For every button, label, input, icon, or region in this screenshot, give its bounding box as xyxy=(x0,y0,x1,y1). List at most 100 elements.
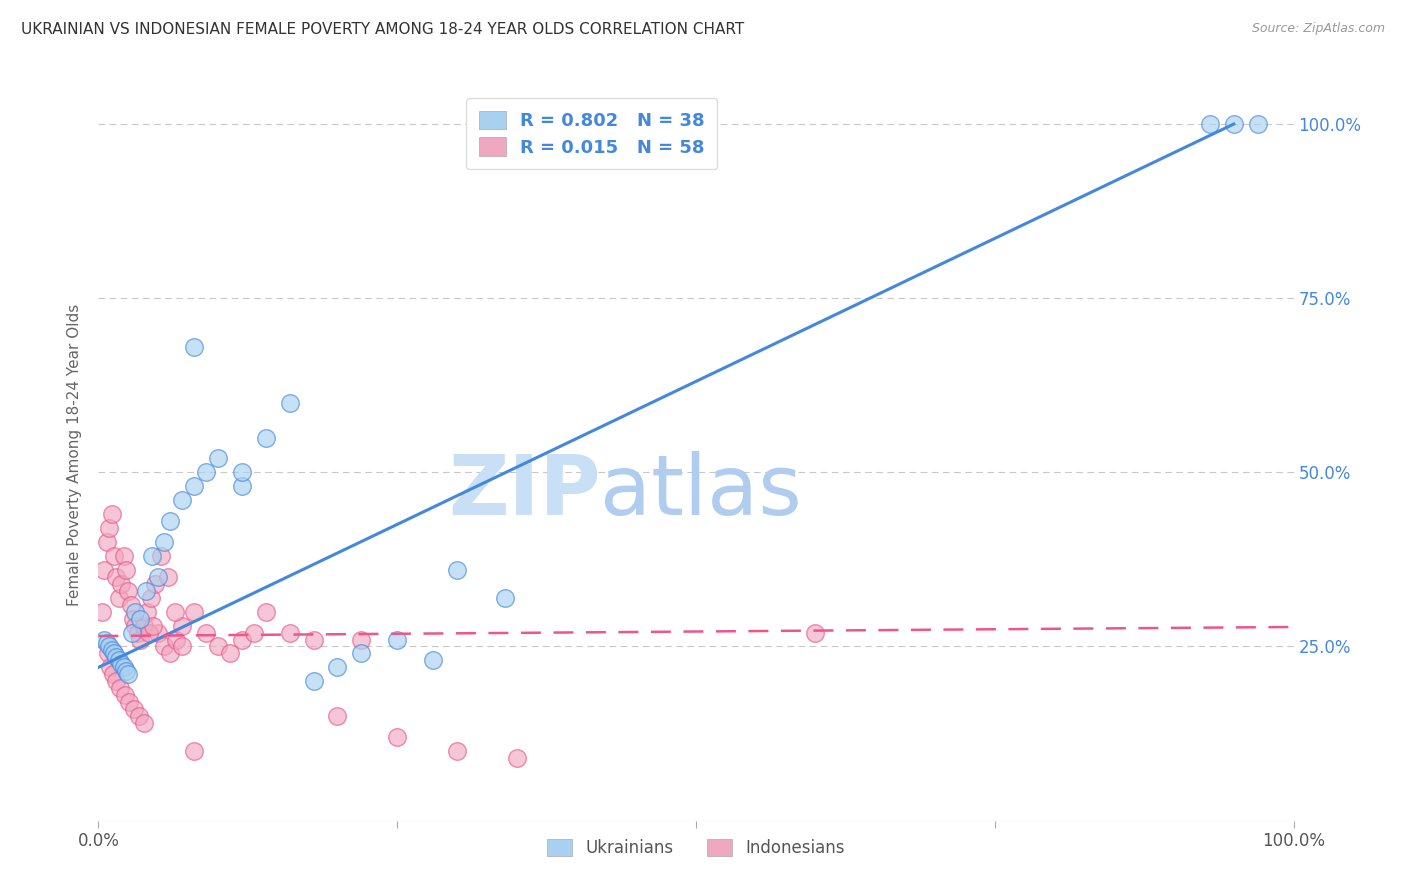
Point xyxy=(129,612,152,626)
Point xyxy=(139,591,162,605)
Point xyxy=(165,632,187,647)
Point xyxy=(98,660,122,674)
Point xyxy=(135,583,157,598)
Point xyxy=(156,570,179,584)
Point xyxy=(108,681,131,696)
Point xyxy=(148,570,170,584)
Point xyxy=(254,430,277,444)
Point xyxy=(302,674,325,689)
Point xyxy=(118,695,141,709)
Point xyxy=(117,583,139,598)
Point xyxy=(231,632,253,647)
Point xyxy=(105,570,128,584)
Point xyxy=(446,563,468,577)
Point xyxy=(136,605,159,619)
Point xyxy=(142,618,165,632)
Point xyxy=(97,647,120,661)
Point xyxy=(127,625,149,640)
Point xyxy=(1199,117,1222,131)
Point xyxy=(195,466,218,480)
Point xyxy=(121,625,143,640)
Point xyxy=(91,605,114,619)
Point xyxy=(422,653,444,667)
Point xyxy=(350,647,373,661)
Point xyxy=(326,660,349,674)
Point xyxy=(153,640,176,654)
Point xyxy=(98,640,121,654)
Point xyxy=(804,625,827,640)
Point xyxy=(129,632,152,647)
Point xyxy=(207,640,229,654)
Point xyxy=(112,549,135,563)
Point xyxy=(112,660,135,674)
Point xyxy=(114,688,136,702)
Point xyxy=(110,576,132,591)
Point xyxy=(278,625,301,640)
Point xyxy=(231,466,253,480)
Point xyxy=(302,632,325,647)
Point xyxy=(1247,117,1270,131)
Point xyxy=(100,507,122,521)
Point xyxy=(103,647,125,661)
Point xyxy=(385,632,409,647)
Point xyxy=(132,716,155,731)
Point xyxy=(101,667,124,681)
Point xyxy=(1223,117,1246,131)
Text: ZIP: ZIP xyxy=(449,451,600,532)
Point xyxy=(105,674,128,689)
Point xyxy=(183,479,205,493)
Point xyxy=(446,744,468,758)
Point xyxy=(115,664,138,678)
Text: UKRAINIAN VS INDONESIAN FEMALE POVERTY AMONG 18-24 YEAR OLDS CORRELATION CHART: UKRAINIAN VS INDONESIAN FEMALE POVERTY A… xyxy=(21,22,744,37)
Point xyxy=(149,549,172,563)
Point xyxy=(107,591,129,605)
Point xyxy=(132,618,155,632)
Point xyxy=(124,702,146,716)
Point xyxy=(96,636,118,650)
Point xyxy=(172,493,194,508)
Point xyxy=(207,451,229,466)
Point xyxy=(107,653,129,667)
Point xyxy=(326,709,349,723)
Point xyxy=(231,479,253,493)
Point xyxy=(183,744,205,758)
Point xyxy=(172,618,194,632)
Point xyxy=(122,612,145,626)
Y-axis label: Female Poverty Among 18-24 Year Olds: Female Poverty Among 18-24 Year Olds xyxy=(66,304,82,606)
Point xyxy=(254,605,277,619)
Point xyxy=(159,647,181,661)
Point xyxy=(385,730,409,744)
Point xyxy=(124,605,146,619)
Point xyxy=(278,395,301,409)
Point xyxy=(98,521,121,535)
Point xyxy=(195,625,218,640)
Point xyxy=(138,625,160,640)
Point xyxy=(153,535,176,549)
Point xyxy=(117,667,139,681)
Point xyxy=(183,605,205,619)
Point xyxy=(506,751,529,765)
Point xyxy=(350,632,373,647)
Point xyxy=(128,709,150,723)
Point xyxy=(148,625,170,640)
Point xyxy=(219,647,242,661)
Point xyxy=(103,549,125,563)
Point xyxy=(172,640,194,654)
Point xyxy=(143,576,166,591)
Point xyxy=(494,591,516,605)
Point xyxy=(93,632,115,647)
Point xyxy=(163,605,186,619)
Point xyxy=(159,514,181,528)
Point xyxy=(124,618,146,632)
Text: atlas: atlas xyxy=(600,451,801,532)
Point xyxy=(120,598,142,612)
Text: Source: ZipAtlas.com: Source: ZipAtlas.com xyxy=(1251,22,1385,36)
Point xyxy=(243,625,266,640)
Point xyxy=(96,535,118,549)
Point xyxy=(105,649,128,664)
Point xyxy=(93,563,115,577)
Point xyxy=(110,657,132,671)
Point xyxy=(100,643,122,657)
Point xyxy=(141,549,163,563)
Legend: Ukrainians, Indonesians: Ukrainians, Indonesians xyxy=(540,832,852,863)
